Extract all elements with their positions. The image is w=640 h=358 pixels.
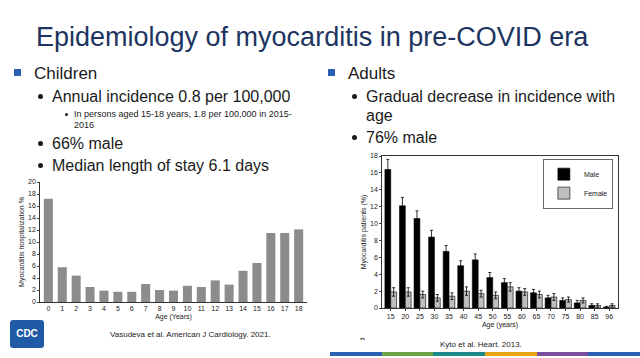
- svg-text:50: 50: [489, 313, 497, 320]
- html-text:Annual incidence 0.8 per 100,0: Annual incidence 0.8 per 100,000: [52, 88, 291, 105]
- svg-text:16: 16: [370, 169, 378, 176]
- svg-text:10: 10: [370, 220, 378, 227]
- svg-text:18: 18: [295, 305, 303, 312]
- svg-text:7: 7: [144, 305, 148, 312]
- svg-text:18: 18: [28, 190, 36, 197]
- svg-text:4: 4: [374, 271, 378, 278]
- svg-text:20: 20: [401, 313, 409, 320]
- svg-text:6: 6: [374, 254, 378, 261]
- svg-text:70: 70: [547, 313, 555, 320]
- html-text:CDC: CDC: [16, 328, 38, 339]
- svg-text:18: 18: [370, 152, 378, 159]
- svg-text:2: 2: [374, 288, 378, 295]
- svg-text:25: 25: [416, 313, 424, 320]
- svg-text:45: 45: [474, 313, 482, 320]
- html-text:Epidemiology of myocarditis in: Epidemiology of myocarditis in pre-COVID…: [36, 22, 589, 52]
- html-text:66% male: 66% male: [52, 135, 124, 152]
- svg-text:6: 6: [130, 305, 134, 312]
- html-text:Median length of stay 6.1 days: Median length of stay 6.1 days: [52, 157, 269, 174]
- svg-text:14: 14: [370, 186, 378, 193]
- svg-text:0: 0: [32, 298, 36, 305]
- svg-text:6: 6: [32, 262, 36, 269]
- svg-text:12: 12: [370, 203, 378, 210]
- svg-text:15: 15: [253, 305, 261, 312]
- svg-text:Age (years): Age (years): [482, 321, 518, 329]
- svg-text:30: 30: [431, 313, 439, 320]
- svg-text:5: 5: [116, 305, 120, 312]
- svg-text:4: 4: [102, 305, 106, 312]
- html-text:In persons aged 15-18 years, 1: In persons aged 15-18 years, 1.8 per 100…: [74, 109, 292, 130]
- svg-text:Myocarditis hospitalization %: Myocarditis hospitalization %: [18, 197, 26, 287]
- svg-text:B: B: [360, 336, 365, 340]
- html-text:Kyto et al. Heart. 2013.: Kyto et al. Heart. 2013.: [440, 340, 522, 349]
- svg-text:75: 75: [562, 313, 570, 320]
- svg-text:8: 8: [158, 305, 162, 312]
- html-text:76% male: 76% male: [366, 129, 438, 146]
- svg-text:85: 85: [591, 313, 599, 320]
- svg-text:10: 10: [184, 305, 192, 312]
- svg-text:15: 15: [387, 313, 395, 320]
- svg-text:3: 3: [88, 305, 92, 312]
- svg-text:96: 96: [605, 313, 613, 320]
- svg-text:8: 8: [374, 237, 378, 244]
- html-text:Gradual decrease in incidence: Gradual decrease in incidence with age: [366, 88, 615, 124]
- html-text:Children: Children: [34, 64, 98, 83]
- svg-text:14: 14: [28, 214, 36, 221]
- svg-text:35: 35: [445, 313, 453, 320]
- svg-text:0: 0: [46, 305, 50, 312]
- svg-text:0: 0: [374, 304, 378, 311]
- svg-text:65: 65: [533, 313, 541, 320]
- svg-text:Myocarditis patients (%): Myocarditis patients (%): [360, 195, 368, 270]
- svg-text:20: 20: [28, 178, 36, 185]
- html-text:Vasudeva et al. American J Car: Vasudeva et al. American J Cardiology. 2…: [110, 330, 271, 339]
- svg-text:12: 12: [211, 305, 219, 312]
- svg-text:10: 10: [28, 238, 36, 245]
- svg-text:13: 13: [225, 305, 233, 312]
- svg-text:14: 14: [239, 305, 247, 312]
- svg-text:40: 40: [460, 313, 468, 320]
- svg-text:1: 1: [60, 305, 64, 312]
- svg-text:4: 4: [32, 274, 36, 281]
- svg-text:Female: Female: [584, 190, 607, 197]
- svg-text:16: 16: [267, 305, 275, 312]
- svg-text:11: 11: [198, 305, 205, 312]
- svg-text:55: 55: [503, 313, 511, 320]
- svg-text:12: 12: [28, 226, 36, 233]
- svg-text:8: 8: [32, 250, 36, 257]
- svg-text:80: 80: [576, 313, 584, 320]
- svg-text:60: 60: [518, 313, 526, 320]
- svg-text:17: 17: [281, 305, 289, 312]
- svg-text:2: 2: [74, 305, 78, 312]
- svg-text:2: 2: [32, 286, 36, 293]
- svg-text:16: 16: [28, 202, 36, 209]
- svg-text:Age (Years): Age (Years): [155, 313, 192, 321]
- html-text:Adults: Adults: [348, 64, 396, 83]
- svg-text:Male: Male: [584, 171, 599, 178]
- svg-text:9: 9: [172, 305, 176, 312]
